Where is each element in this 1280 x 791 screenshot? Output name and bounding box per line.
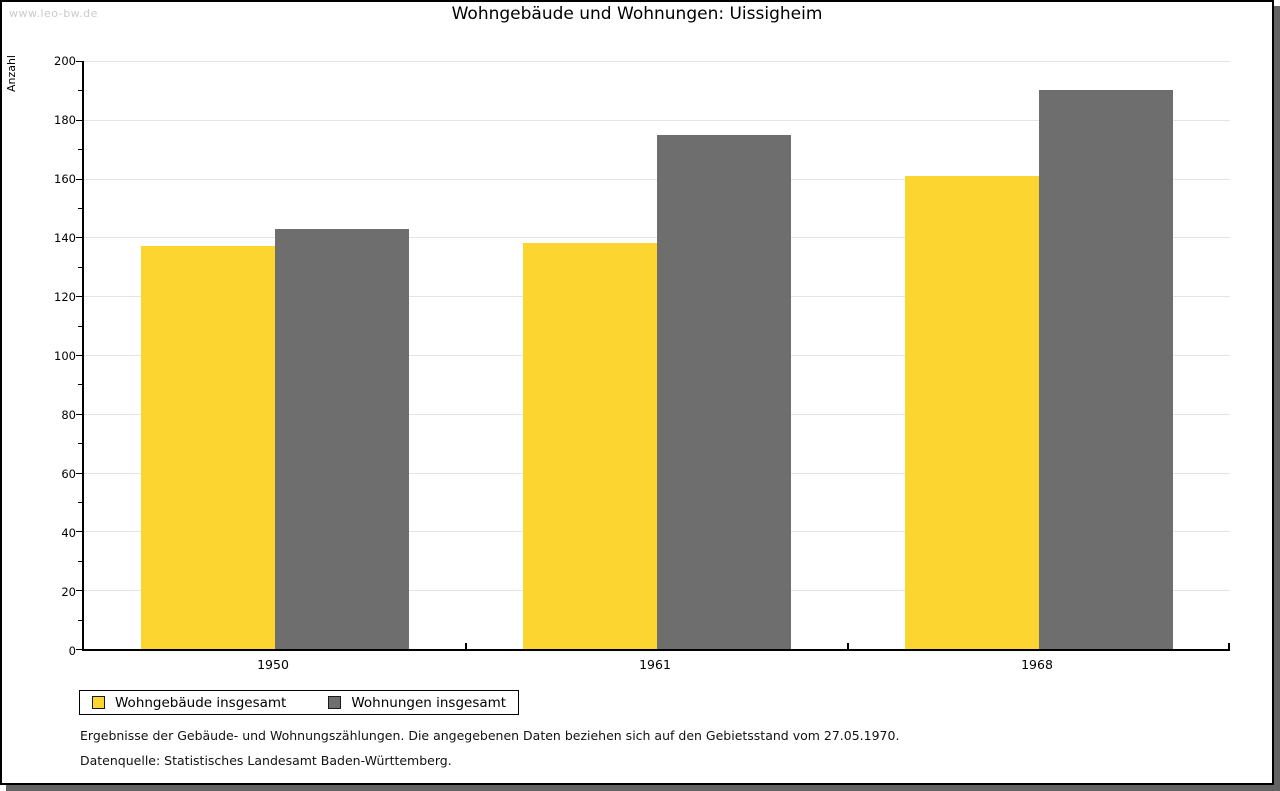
y-axis-tick: [78, 384, 82, 386]
bar-wohngebäude-1950: [141, 246, 275, 649]
watermark: www.leo-bw.de: [9, 7, 98, 20]
bar-wohngebäude-1961: [523, 243, 657, 649]
y-axis-labels: 0 20 40 60 80 100 120 140 160 180 200: [36, 55, 76, 656]
legend-label: Wohngebäude insgesamt: [115, 694, 287, 711]
x-axis-tick: [465, 643, 467, 649]
y-tick-label: 60: [61, 466, 76, 481]
y-axis-tick: [76, 590, 82, 592]
gridline: [84, 119, 1230, 121]
y-axis-tick: [76, 178, 82, 180]
y-axis-tick: [78, 560, 82, 562]
frame-shadow-bottom: [6, 785, 1274, 791]
y-tick-label: 120: [54, 289, 76, 304]
x-category-label: 1961: [639, 657, 671, 672]
y-axis-tick: [78, 443, 82, 445]
y-axis-tick: [76, 649, 82, 650]
legend-swatch: [328, 696, 342, 709]
plot-area: [76, 61, 1230, 651]
y-tick-label: 180: [54, 112, 76, 127]
y-axis-tick: [78, 619, 82, 621]
y-tick-label: 160: [54, 171, 76, 186]
legend: Wohngebäude insgesamt Wohnungen insgesam…: [79, 690, 520, 715]
y-axis-title: Anzahl: [5, 55, 18, 93]
x-axis-labels: 1950 1961 1968: [82, 657, 1230, 675]
bar-wohnungen-1950: [275, 228, 409, 649]
y-axis-tick: [78, 149, 82, 151]
y-axis-tick: [76, 531, 82, 533]
y-tick-label: 40: [61, 525, 76, 540]
y-tick-label: 0: [68, 643, 76, 658]
y-axis-tick: [78, 325, 82, 327]
y-axis-tick: [78, 266, 82, 268]
gridline: [84, 61, 1230, 62]
y-tick-label: 200: [54, 53, 76, 68]
chart-title: Wohngebäude und Wohnungen: Uissigheim: [451, 4, 823, 24]
frame-shadow-right: [1274, 6, 1280, 791]
bar-wohngebäude-1968: [905, 175, 1039, 649]
x-category-label: 1968: [1021, 657, 1053, 672]
legend-swatch: [92, 696, 105, 709]
y-axis-tick: [78, 90, 82, 92]
y-axis-tick: [78, 208, 82, 209]
y-tick-label: 100: [54, 348, 76, 363]
y-tick-label: 80: [61, 407, 76, 422]
x-axis-tick: [847, 643, 849, 649]
legend-item: Wohnungen insgesamt: [328, 695, 506, 711]
y-axis-tick: [76, 355, 82, 356]
x-category-label: 1950: [257, 657, 289, 672]
legend-item: Wohngebäude insgesamt: [92, 695, 286, 711]
x-axis-end-tick: [1228, 643, 1230, 649]
y-tick-label: 140: [54, 230, 76, 245]
y-axis-tick: [76, 413, 82, 415]
bar-wohnungen-1961: [657, 134, 791, 649]
footer-source: Datenquelle: Statistisches Landesamt Bad…: [80, 753, 452, 768]
footer-note: Ergebnisse der Gebäude- und Wohnungszähl…: [80, 728, 900, 743]
legend-label: Wohnungen insgesamt: [351, 694, 507, 711]
y-axis-tick: [76, 61, 82, 62]
y-axis-tick: [76, 472, 82, 474]
y-axis-tick: [76, 296, 82, 298]
y-axis-tick: [76, 119, 82, 121]
y-tick-label: 20: [61, 584, 76, 599]
y-axis-tick: [76, 237, 82, 239]
bar-wohnungen-1968: [1039, 90, 1173, 649]
y-axis-tick: [78, 502, 82, 503]
